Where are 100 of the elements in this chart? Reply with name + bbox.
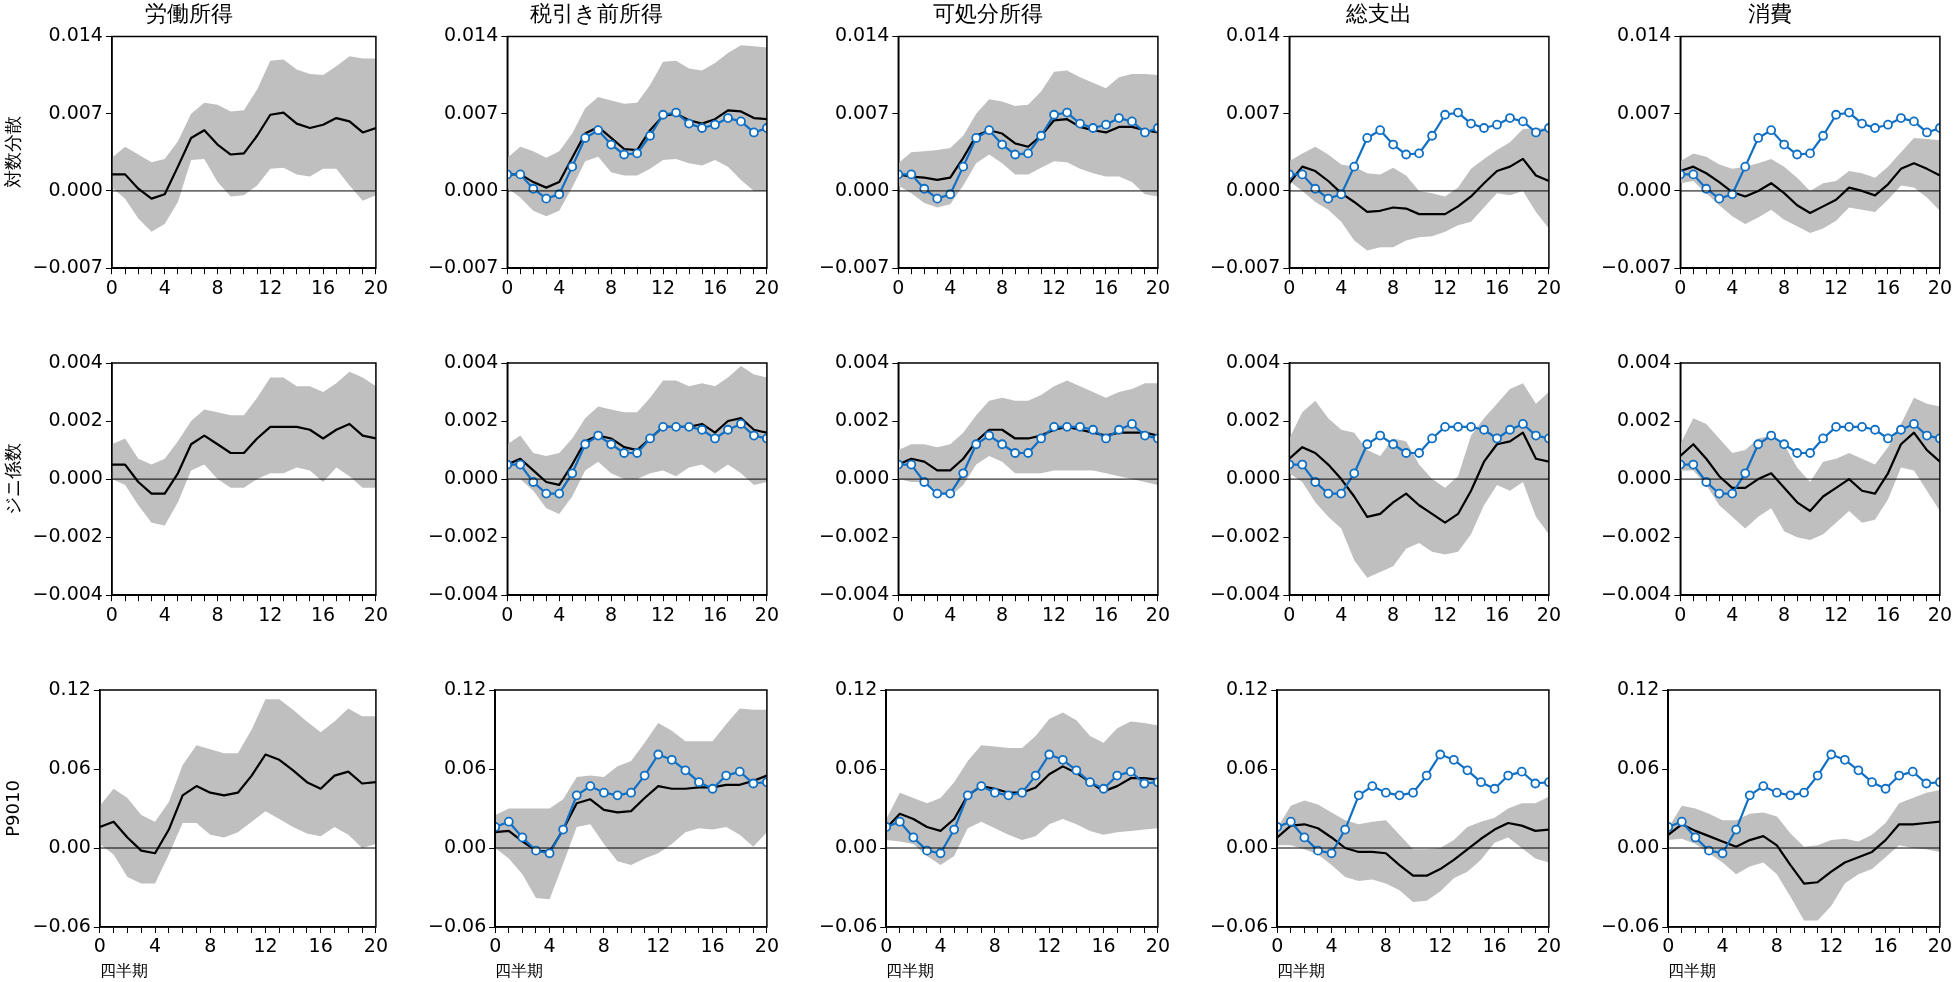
x-tick-label: 20 bbox=[363, 602, 389, 625]
y-tick-label: −0.06 bbox=[818, 913, 878, 936]
y-axis-title: 対数分散 bbox=[2, 116, 24, 189]
chart-title: 税引き前所得 bbox=[530, 0, 663, 26]
x-tick-label: 8 bbox=[1387, 602, 1400, 625]
x-tick-label: 12 bbox=[650, 275, 676, 298]
y-tick-label: 0.06 bbox=[1616, 755, 1660, 778]
x-tick-label: 0 bbox=[489, 934, 502, 957]
x-tick-label: 0 bbox=[1283, 275, 1296, 298]
y-tick-label: 0.000 bbox=[1225, 466, 1281, 489]
x-tick-label: 16 bbox=[1093, 275, 1119, 298]
x-tick-label: 12 bbox=[258, 602, 283, 625]
x-tick-label: 8 bbox=[605, 602, 618, 625]
x-tick-label: 4 bbox=[1726, 275, 1739, 298]
x-tick-label: 4 bbox=[543, 934, 556, 957]
x-tick-label: 20 bbox=[1927, 934, 1953, 957]
x-tick-label: 8 bbox=[211, 275, 224, 298]
x-tick-label: 4 bbox=[158, 602, 171, 625]
y-tick-label: 0.004 bbox=[443, 349, 499, 372]
y-tick-label: 0.002 bbox=[1616, 407, 1672, 430]
y-tick-label: −0.06 bbox=[32, 913, 91, 936]
x-tick-label: 20 bbox=[1145, 934, 1171, 957]
x-tick-label: 20 bbox=[1145, 275, 1171, 298]
x-tick-label: 0 bbox=[880, 934, 893, 957]
y-tick-label: 0.12 bbox=[834, 676, 878, 699]
y-tick-label: 0.014 bbox=[48, 23, 103, 46]
y-tick-label: 0.014 bbox=[1225, 23, 1281, 46]
y-tick-label: 0.007 bbox=[1225, 100, 1281, 123]
x-axis-title: 四半期 bbox=[1277, 960, 1326, 980]
chart-title: 総支出 bbox=[1344, 0, 1412, 26]
x-tick-label: 12 bbox=[650, 602, 676, 625]
x-tick-label: 4 bbox=[1726, 602, 1739, 625]
x-tick-label: 20 bbox=[754, 275, 780, 298]
y-tick-label: −0.06 bbox=[1209, 913, 1269, 936]
chart-title: 消費 bbox=[1747, 0, 1792, 26]
x-tick-label: 20 bbox=[1145, 602, 1171, 625]
x-tick-label: 16 bbox=[1482, 934, 1507, 957]
y-tick-label: −0.004 bbox=[1600, 582, 1672, 605]
chart-title: 労働所得 bbox=[144, 0, 233, 26]
x-tick-label: 20 bbox=[1536, 934, 1562, 957]
x-tick-label: 16 bbox=[311, 602, 336, 625]
x-tick-label: 16 bbox=[702, 275, 728, 298]
y-tick-label: 0.00 bbox=[443, 834, 487, 857]
x-tick-label: 12 bbox=[1041, 602, 1067, 625]
y-tick-label: 0.002 bbox=[443, 407, 499, 430]
y-tick-label: −0.007 bbox=[1209, 255, 1281, 278]
x-tick-label: 16 bbox=[1093, 602, 1119, 625]
x-tick-label: 12 bbox=[1819, 934, 1844, 957]
x-tick-label: 16 bbox=[1875, 602, 1901, 625]
x-tick-label: 12 bbox=[646, 934, 671, 957]
y-tick-label: −0.002 bbox=[1600, 524, 1672, 547]
x-tick-label: 20 bbox=[363, 934, 389, 957]
y-tick-label: 0.007 bbox=[834, 100, 890, 123]
x-tick-label: 8 bbox=[1778, 602, 1791, 625]
y-tick-label: 0.000 bbox=[1616, 177, 1672, 200]
x-tick-label: 8 bbox=[1778, 275, 1791, 298]
y-tick-label: 0.06 bbox=[834, 755, 878, 778]
x-axis-title: 四半期 bbox=[495, 960, 544, 980]
x-tick-label: 8 bbox=[1387, 275, 1400, 298]
x-tick-label: 0 bbox=[105, 275, 118, 298]
x-tick-label: 0 bbox=[501, 275, 514, 298]
y-tick-label: −0.007 bbox=[1600, 255, 1672, 278]
x-tick-label: 0 bbox=[1283, 602, 1296, 625]
x-tick-label: 0 bbox=[892, 602, 905, 625]
y-tick-label: 0.00 bbox=[1616, 834, 1660, 857]
x-axis-title: 四半期 bbox=[886, 960, 935, 980]
x-tick-label: 8 bbox=[996, 602, 1009, 625]
y-tick-label: −0.004 bbox=[427, 582, 499, 605]
y-tick-label: 0.12 bbox=[1616, 676, 1660, 699]
x-tick-label: 12 bbox=[1037, 934, 1062, 957]
y-tick-label: 0.000 bbox=[443, 466, 499, 489]
y-tick-label: 0.000 bbox=[834, 177, 890, 200]
x-tick-label: 0 bbox=[892, 275, 905, 298]
x-tick-label: 12 bbox=[1041, 275, 1067, 298]
x-axis-title: 四半期 bbox=[99, 960, 148, 980]
y-tick-label: −0.007 bbox=[427, 255, 499, 278]
y-tick-label: 0.12 bbox=[1225, 676, 1269, 699]
y-tick-label: 0.00 bbox=[834, 834, 878, 857]
x-tick-label: 12 bbox=[1432, 602, 1458, 625]
x-tick-label: 8 bbox=[211, 602, 224, 625]
x-axis-title: 四半期 bbox=[1668, 960, 1717, 980]
y-tick-label: 0.000 bbox=[1616, 466, 1672, 489]
x-tick-label: 4 bbox=[1335, 602, 1348, 625]
y-tick-label: −0.004 bbox=[818, 582, 890, 605]
y-tick-label: 0.002 bbox=[1225, 407, 1281, 430]
y-tick-label: 0.000 bbox=[48, 466, 103, 489]
x-tick-label: 4 bbox=[158, 275, 171, 298]
y-tick-label: 0.002 bbox=[48, 407, 103, 430]
x-tick-label: 12 bbox=[1823, 602, 1849, 625]
x-tick-label: 20 bbox=[1927, 275, 1953, 298]
x-tick-label: 16 bbox=[308, 934, 333, 957]
x-tick-label: 0 bbox=[1662, 934, 1675, 957]
x-tick-label: 0 bbox=[1271, 934, 1284, 957]
x-tick-label: 0 bbox=[1674, 602, 1687, 625]
y-tick-label: −0.002 bbox=[32, 524, 103, 547]
x-tick-label: 4 bbox=[149, 934, 162, 957]
y-tick-label: 0.00 bbox=[48, 834, 91, 857]
chart-title: 可処分所得 bbox=[932, 0, 1043, 26]
x-tick-label: 20 bbox=[1536, 275, 1562, 298]
x-tick-label: 16 bbox=[1873, 934, 1898, 957]
